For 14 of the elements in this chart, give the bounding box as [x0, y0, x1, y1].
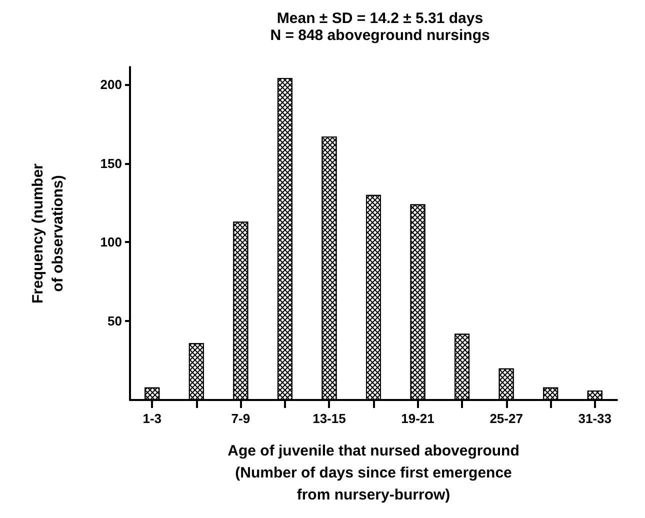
x-tick-label: 13-15 — [312, 411, 346, 426]
x-tick-label: 25-27 — [490, 411, 523, 426]
y-axis-title: Frequency (number of observations) — [30, 163, 66, 304]
y-tick-label: 150 — [100, 156, 122, 171]
y-tick-label: 100 — [100, 234, 122, 250]
y-tick-label: 50 — [108, 314, 122, 329]
x-tick-label: 19-21 — [401, 411, 434, 426]
x-axis-title: Age of juvenile that nursed aboveground (Number of days since first emergence from nursery-burrow) — [228, 442, 520, 504]
chart-title: Mean ± SD = 14.2 ± 5.31 days — [276, 10, 484, 27]
x-tick-label: 31-33 — [578, 411, 612, 426]
chart-subtitle: N = 848 aboveground nursings — [270, 27, 490, 44]
x-tick-label: 7-9 — [231, 411, 250, 426]
x-tick-label: 1-3 — [142, 411, 162, 426]
y-tick-label: 200 — [100, 76, 122, 92]
